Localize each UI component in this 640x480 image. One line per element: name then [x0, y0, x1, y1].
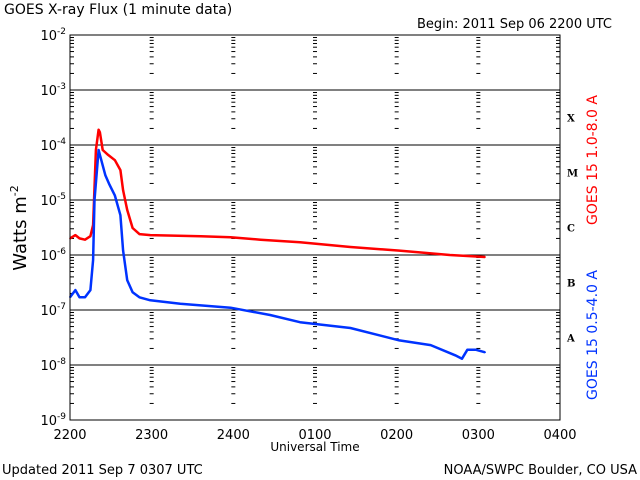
- data-point: [107, 154, 109, 156]
- data-point: [269, 314, 271, 316]
- data-point: [349, 246, 352, 248]
- data-point: [131, 291, 134, 294]
- data-point: [299, 321, 301, 324]
- data-point: [99, 154, 101, 156]
- data-point: [84, 238, 86, 241]
- x-tick-label: 0100: [298, 428, 331, 443]
- data-point: [122, 249, 124, 252]
- data-point: [398, 249, 401, 252]
- data-point: [398, 339, 401, 342]
- flare-class-label: M: [567, 169, 578, 180]
- data-point: [126, 279, 128, 281]
- legend-long-channel: GOES 15 1.0-8.0 A: [585, 95, 601, 225]
- data-point: [229, 236, 232, 239]
- data-point: [122, 189, 124, 192]
- data-point: [179, 302, 182, 305]
- data-point: [484, 256, 486, 258]
- data-point: [78, 296, 81, 299]
- flare-class-label: B: [567, 279, 575, 290]
- data-point: [93, 199, 96, 201]
- data-point: [99, 131, 101, 134]
- flare-class-label: X: [567, 114, 575, 125]
- flare-class-label: C: [567, 224, 575, 235]
- data-source: NOAA/SWPC Boulder, CO USA: [444, 463, 637, 478]
- data-point: [131, 227, 134, 229]
- data-point: [84, 296, 86, 299]
- y-tick-label: 10-6: [40, 247, 66, 264]
- flare-class-labels: A B C M X: [566, 114, 578, 345]
- data-point: [454, 354, 456, 357]
- axis-ticks: [70, 37, 560, 421]
- x-axis-label: Universal Time: [270, 440, 359, 454]
- data-point: [138, 296, 141, 299]
- data-point: [429, 344, 432, 346]
- series-lines: [69, 128, 486, 360]
- data-point: [74, 234, 77, 236]
- series-line-short-channel: [69, 148, 486, 360]
- x-tick-label: 0300: [462, 428, 495, 443]
- data-point: [95, 149, 97, 151]
- data-point: [74, 289, 77, 291]
- data-point: [229, 306, 232, 309]
- data-point: [108, 183, 111, 186]
- series-line-long-channel: [69, 128, 486, 259]
- flare-class-label: A: [566, 334, 575, 345]
- x-tick-label: 0200: [380, 428, 413, 443]
- data-point: [114, 159, 116, 161]
- y-tick-label: 10-7: [40, 302, 66, 319]
- data-point: [92, 259, 94, 261]
- chart-subtitle: Begin: 2011 Sep 06 2200 UTC: [417, 17, 612, 32]
- data-point: [126, 209, 128, 211]
- y-tick-label: 10-8: [40, 357, 66, 374]
- y-tick-label: 10-2: [40, 27, 66, 44]
- x-tick-label: 2300: [135, 428, 168, 443]
- data-point: [114, 194, 116, 197]
- data-point: [199, 235, 202, 237]
- updated-timestamp: Updated 2011 Sep 7 0307 UTC: [2, 463, 203, 478]
- x-tick-label: 0400: [543, 428, 576, 443]
- data-point: [101, 149, 104, 151]
- plot-frame: [69, 34, 561, 421]
- data-point: [78, 237, 81, 240]
- data-point: [89, 235, 92, 237]
- data-point: [474, 348, 477, 351]
- data-point: [259, 238, 262, 241]
- data-point: [299, 241, 301, 244]
- data-point: [119, 169, 122, 171]
- legend-short-channel: GOES 15 0.5-4.0 A: [585, 270, 601, 400]
- y-tick-labels: 10-9 10-8 10-7 10-6 10-5 10-4 10-3 10-2: [40, 27, 66, 429]
- data-point: [138, 233, 141, 235]
- x-tick-label: 2200: [53, 428, 86, 443]
- chart-title: GOES X-ray Flux (1 minute data): [4, 2, 232, 18]
- data-point: [448, 254, 451, 256]
- x-tick-label: 2400: [217, 428, 250, 443]
- data-point: [97, 128, 100, 131]
- y-tick-label: 10-9: [40, 412, 66, 429]
- data-point: [97, 149, 100, 151]
- data-point: [149, 234, 152, 236]
- y-tick-label: 10-5: [40, 192, 66, 209]
- y-tick-label: 10-4: [40, 137, 66, 154]
- data-point: [466, 348, 469, 351]
- data-point: [104, 174, 107, 177]
- x-tick-labels: 2200 2300 2400 0100 0200 0300 0400: [53, 428, 576, 443]
- data-point: [89, 289, 92, 291]
- y-tick-label: 10-3: [40, 82, 66, 99]
- data-point: [119, 214, 122, 216]
- data-point: [484, 351, 486, 354]
- data-point: [349, 327, 352, 329]
- data-point: [149, 299, 152, 302]
- data-point: [461, 357, 463, 360]
- y-axis-label: Watts m-2: [8, 185, 31, 270]
